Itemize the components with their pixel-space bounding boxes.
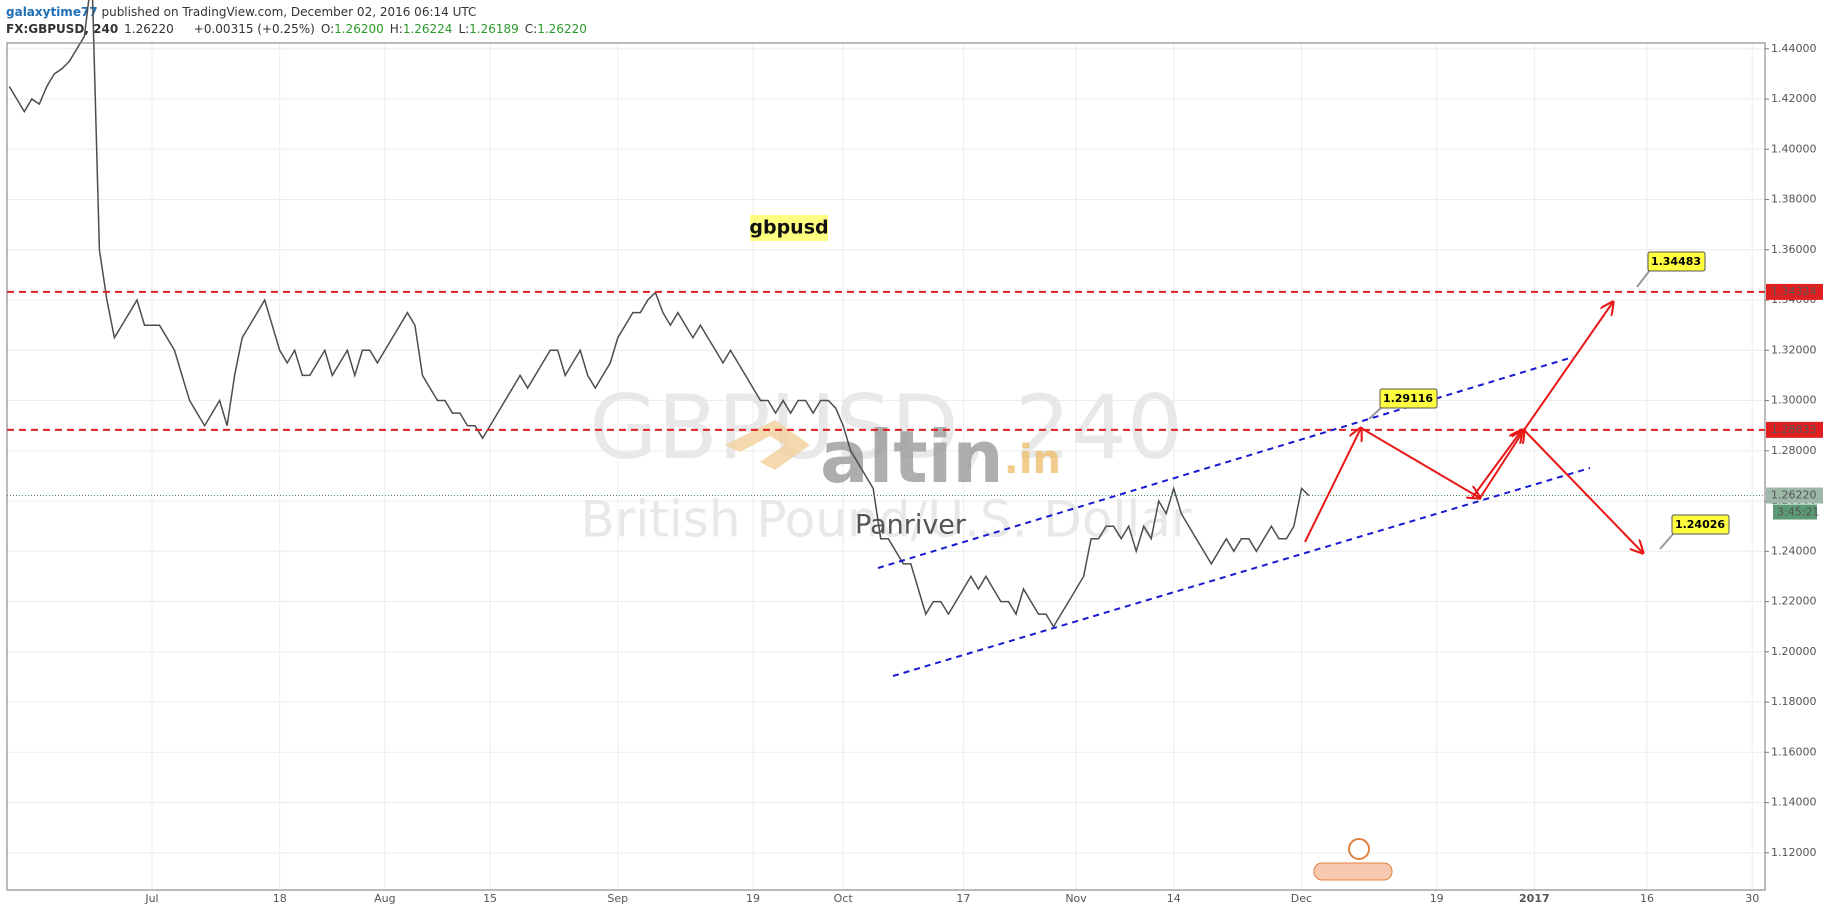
x-tick-label: Nov (1065, 892, 1087, 905)
x-tick-label: Aug (374, 892, 395, 905)
x-tick-label: 18 (273, 892, 287, 905)
callout-pointer (1636, 269, 1651, 288)
y-tick-label: 1.14000 (1771, 796, 1817, 809)
y-tick-label: 1.18000 (1771, 695, 1817, 708)
y-tick-label: 1.42000 (1771, 92, 1817, 105)
y-tick-label: 1.22000 (1771, 595, 1817, 608)
y-tick-label: 1.36000 (1771, 243, 1817, 256)
l-label: L: (458, 22, 469, 36)
x-tick-label: 15 (483, 892, 497, 905)
plot-border (6, 42, 1766, 891)
callout-box (1671, 514, 1730, 535)
x-tick-label: 14 (1167, 892, 1181, 905)
callout-pointer (1659, 532, 1675, 550)
callout: 1.29116 (1383, 392, 1433, 405)
callout-box (1379, 388, 1438, 409)
plot (7, 0, 1765, 629)
low: 1.26189 (469, 22, 519, 36)
arrow (1360, 427, 1480, 498)
y-tick-label: 1.44000 (1771, 42, 1817, 55)
callout-box (1647, 251, 1706, 272)
last: 1.26220 (124, 22, 174, 36)
logo-suffix: .in (1004, 437, 1061, 483)
o-label: O: (321, 22, 334, 36)
header-line-2: FX:GBPUSD, 240 1.26220 +0.00315 (+0.25%) O:… (6, 22, 587, 36)
y-tick-label: 1.20000 (1771, 645, 1817, 658)
x-tick-label: 16 (1640, 892, 1654, 905)
logo-name: altin.in (820, 415, 1061, 499)
close: 1.26220 (537, 22, 587, 36)
arrow (1304, 428, 1361, 543)
watermark-symbol: GBPUSD, 240 (589, 376, 1183, 479)
x-tick-label: 19 (1430, 892, 1444, 905)
x-tick-label: Jul (144, 892, 158, 905)
y-tick-label: 1.16000 (1771, 745, 1817, 758)
y-tick-label: 1.38000 (1771, 193, 1817, 206)
watermark: GBPUSD, 240 British Pound/U.S. Dollar al… (581, 376, 1192, 549)
author-mark: Panriver (855, 510, 967, 541)
countdown-box (1773, 504, 1817, 520)
x-tick-label: 30 (1745, 892, 1759, 905)
last-price-box (1766, 487, 1823, 504)
h-label: H: (390, 22, 403, 36)
arrow (1479, 430, 1524, 499)
countdown: 3:45:21 (1777, 506, 1819, 519)
y-tick-label: 1.30000 (1771, 394, 1817, 407)
arrow (1523, 302, 1613, 431)
label: gbpusd (749, 217, 828, 239)
callout: 1.24026 (1675, 518, 1725, 531)
open: 1.26200 (334, 22, 384, 36)
x-tick-label: 17 (956, 892, 970, 905)
level-label-box (1766, 283, 1823, 300)
x-tick-label: 19 (746, 892, 760, 905)
author[interactable]: galaxytime77 (6, 5, 98, 19)
price-line (8, 0, 1310, 629)
grid (7, 43, 1765, 890)
channel-upper (877, 356, 1574, 569)
channel-lower (892, 467, 1591, 677)
axes: 1.12000 1.14000 1.16000 1.18000 1.20000 1.220… (144, 42, 1823, 905)
y-tick-label: 1.24000 (1771, 544, 1817, 557)
event-flags[interactable] (1313, 862, 1393, 881)
logo-name-text: altin (820, 415, 1004, 499)
header-line-1: galaxytime77 published on TradingView.co… (6, 5, 476, 19)
x-tick-label: Oct (834, 892, 854, 905)
c-label: C: (525, 22, 537, 36)
label-box (750, 215, 828, 241)
level-label-box (1766, 421, 1823, 438)
symbol: FX:GBPUSD, 240 (6, 22, 118, 36)
event-flag[interactable] (1348, 838, 1370, 860)
published: published on TradingView.com, December 0… (98, 5, 477, 19)
callout-pointer (1368, 406, 1383, 420)
y-tick-label: 1.32000 (1771, 343, 1817, 356)
x-tick-label: Sep (607, 892, 628, 905)
high: 1.26224 (403, 22, 453, 36)
last-price-label: 1.26220 (1771, 489, 1817, 502)
y-tick-label: 1.28000 (1771, 444, 1817, 457)
change: +0.00315 (+0.25%) (194, 22, 315, 36)
callout: 1.34483 (1651, 255, 1701, 268)
y-tick-label: 1.12000 (1771, 846, 1817, 859)
drawings: gbpusd 1.34483 1.29116 1.24026 (749, 215, 1730, 881)
logo-icon (725, 420, 810, 470)
level-label: 1.28833 (1771, 423, 1817, 436)
x-tick-label: 2017 (1519, 892, 1550, 905)
level-label: 1.34324 (1771, 285, 1817, 298)
y-tick-label: 1.40000 (1771, 142, 1817, 155)
x-tick-label: Dec (1291, 892, 1312, 905)
arrow (1523, 429, 1643, 553)
